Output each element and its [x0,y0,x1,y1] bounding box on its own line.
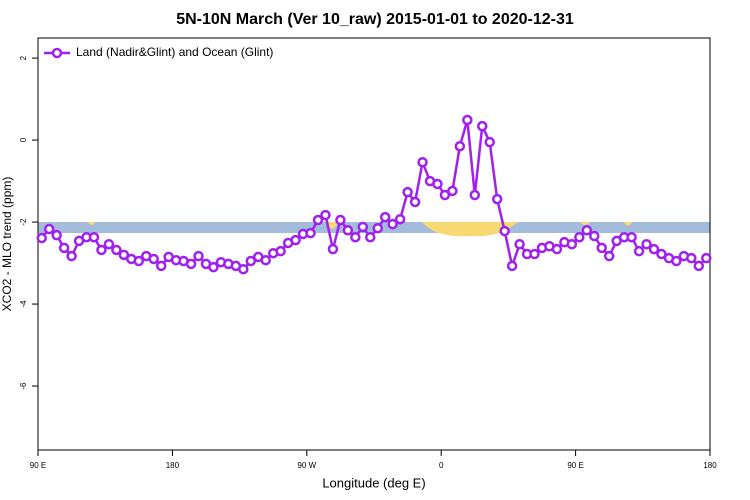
data-point [648,243,660,255]
data-point [185,258,197,270]
data-point [402,186,413,198]
x-tick-label: 90 E [567,461,583,470]
x-tick-label: 180 [703,461,717,470]
x-axis-label: Longitude (deg E) [322,475,425,490]
data-point [193,250,204,262]
data-point [372,222,383,234]
chart-title: 5N-10N March (Ver 10_raw) 2015-01-01 to … [176,11,574,28]
x-tick-label: 90 E [30,461,46,470]
data-point [701,252,712,264]
data-point [626,231,637,243]
data-point [432,178,443,190]
data-point [290,234,301,246]
data-point [357,221,369,233]
data-point [148,253,159,265]
data-point [671,255,682,267]
data-point [477,120,488,132]
y-tick-label: 2 [19,55,28,60]
data-point [566,238,578,250]
data-point [394,213,406,225]
data-point [596,242,607,254]
legend-marker [51,47,63,59]
y-axis-label: XCO2 - MLO trend (ppm) [0,177,14,312]
y-tick-label: 0 [19,137,28,142]
data-point [603,250,615,262]
data-point [447,185,458,197]
data-point [365,231,376,243]
data-point [656,248,667,260]
data-point [111,244,122,256]
data-point [118,249,130,261]
plot-frame [37,37,711,451]
data-point [327,243,339,255]
data-point [506,260,518,272]
data-point [260,254,271,266]
data-point [514,238,525,250]
data-point [499,225,510,237]
data-point [275,245,286,257]
data-point [641,238,652,250]
data-point [589,230,600,242]
data-point [409,196,421,208]
y-tick-label: -4 [19,300,28,308]
data-point [320,209,331,221]
x-tick-label: 180 [166,461,180,470]
data-point [305,227,316,239]
data-point [58,242,70,254]
data-point [238,263,249,275]
data-point [693,260,705,272]
data-point [439,189,451,201]
legend-label: Land (Nadir&Glint) and Ocean (Glint) [76,45,273,59]
data-point [686,252,697,264]
data-point [462,114,473,126]
data-point [208,261,219,273]
data-point [581,225,593,236]
data-point [454,140,466,152]
y-tick-label: -6 [19,382,28,390]
data-point [529,248,540,260]
data-point [551,243,563,255]
data-point [51,229,62,241]
data-point [469,189,481,201]
x-tick-label: 0 [439,461,444,470]
data-point [350,231,361,243]
data-point [417,156,428,168]
data-point [379,211,391,223]
x-tick-label: 90 W [297,461,316,470]
data-point [342,225,354,236]
data-point [36,232,47,244]
data-point [387,218,398,230]
data-point [88,231,100,243]
data-point [155,260,167,272]
data-point [335,214,346,226]
data-point [484,136,495,148]
data-point [96,244,107,256]
data-point [133,255,145,267]
y-tick-label: -2 [19,218,28,226]
data-point [633,245,645,257]
data-point [312,214,324,226]
data-point [245,255,257,267]
data-point [574,231,585,243]
data-point [66,250,77,262]
data-point [43,223,55,235]
data-point [103,238,115,250]
data-point [491,193,503,205]
